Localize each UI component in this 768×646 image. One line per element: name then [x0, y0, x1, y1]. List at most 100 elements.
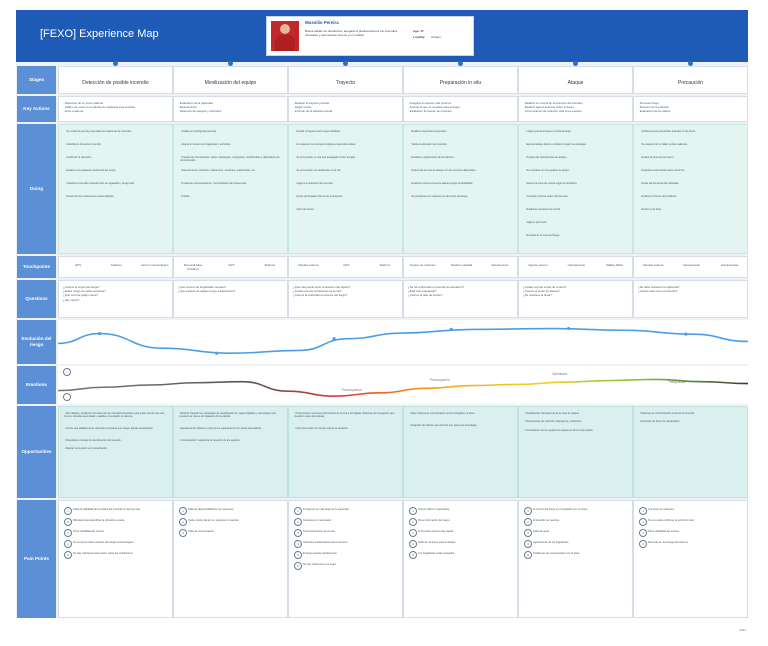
stage-cell: Preparación in situ [403, 66, 518, 94]
key-actions-cell: · Asegurar el espacio más próximo. · Asen… [403, 96, 518, 122]
key-action-item: · Revisión de la extinción. [638, 105, 670, 109]
opportunity-item: · Herramientas de extinción más ligeras … [524, 420, 582, 424]
stage-marker-dot [228, 61, 233, 66]
doing-cell: · Llega a primera línea en contra al fue… [518, 124, 633, 254]
touchpoints-cell: GPS Teléfono Centro meteorológico [58, 256, 173, 278]
pain-point-item: El trayecto es más largo de lo esperado. [303, 507, 350, 511]
touchpoint-item: GPS [228, 263, 235, 267]
row-label-emotions: Emotions [17, 366, 56, 404]
question-item: ¿Hay viento? [63, 297, 80, 302]
doing-item: · Asigna el número de brigadistas y vehí… [180, 143, 231, 146]
opportunities-cell: · Visualización transparente de la zona … [518, 406, 633, 498]
pain-points-cell: 1 El trayecto es más largo de lo esperado… [288, 500, 403, 618]
doing-item: · Se encuentran con obstáculos en la vía… [295, 169, 342, 172]
doing-item: · Se asegura de no haber puntos caliente… [640, 143, 688, 146]
opportunity-item: · Coordinación de los equipos de ataque … [524, 428, 594, 432]
touchpoint-item: Personal base (briefing) [183, 263, 203, 271]
row-label-stages: Stages [17, 66, 56, 94]
pain-point-item: Falta de fiabilidad de los datos del inc… [73, 507, 141, 511]
question-item: ¿Cuáles son las zonas de control? [523, 285, 566, 289]
doing-cell: · Decidir el trayecto para mayor facilid… [288, 124, 403, 254]
stage-cell: Ataque [518, 66, 633, 94]
touchpoints-cell: Personal base (briefing) GPS Teléfono [173, 256, 288, 278]
pain-point-item: Los focos se reactivan. [648, 507, 675, 511]
stage-name: Trayecto [335, 80, 356, 86]
doing-item: · Se posiciona con respecto a la direcci… [410, 195, 468, 198]
key-action-item: · Realizar el trayecto previsto. [293, 101, 330, 105]
pain-point-item: Falta de disponibilidad de los camiones. [188, 507, 234, 511]
emotion-curve-line [58, 378, 748, 398]
pain-point-number: 2 [64, 518, 72, 526]
pain-point-number: 3 [64, 529, 72, 537]
stage-marker-dot [113, 61, 118, 66]
key-action-item: · Equipamiento. [178, 105, 198, 109]
pain-point-number: 4 [294, 540, 302, 548]
pain-point-number: 3 [179, 529, 187, 537]
touchpoint-item: Campamento [490, 263, 509, 267]
stage-marker-dot [343, 61, 348, 66]
pain-point-item: Demoras en la entrega del informe. [648, 540, 689, 544]
opportunities-cell: · Proporcionar una buena información de … [288, 406, 403, 498]
doing-cell: · Analiza su briefing del personal. · Asi… [173, 124, 288, 254]
touchpoint-item: Teléfono [264, 263, 276, 267]
question-item: ¿Se debe mantener la vigilancia? [638, 285, 680, 289]
risk-curve-marker [684, 332, 688, 336]
key-action-item: · Establecer formación de extinción. [408, 109, 453, 113]
pain-point-item: No hay cobertura en el lugar. [303, 562, 337, 566]
doing-cell: · Realiza una primera inspección. · Valor… [403, 124, 518, 254]
touchpoint-item: Teléfono [110, 263, 122, 267]
questions-cell: ¿Qué ruta puede tener el acceso más rápi… [288, 280, 403, 318]
touchpoint-item: GPS [74, 263, 82, 267]
doing-item: · Ejecuta ataque directo o indirecto seg… [525, 143, 587, 146]
pain-point-number: 3 [639, 529, 647, 537]
doing-item: · Clasifica el incendio ubicando tipo de… [65, 182, 135, 185]
pain-point-item: Agotamiento de los brigadistas. [533, 540, 570, 544]
persona-age-label: Age: 47 [413, 29, 424, 33]
doing-item: · Se encuentran en una ruta despejada ru… [295, 156, 356, 159]
stage-name: Precaución [677, 80, 703, 86]
key-action-item: · Llegar al sitio. [293, 105, 312, 109]
pain-point-item: El incendio avanza más rápido. [418, 529, 455, 533]
doing-item: · Identifica la formación incendio. [65, 143, 102, 146]
emotion-label-4: Tranquilidad [668, 380, 686, 384]
touchpoint-item: Cámara externa [642, 263, 664, 267]
pain-point-number: 2 [179, 518, 187, 526]
pain-point-number: 1 [524, 507, 532, 515]
questions-cell: ¿Cuál es el origen del fuego? ¿Existe rie… [58, 280, 173, 318]
key-actions-cell: · Realizar el trayecto previsto. · Llegar… [288, 96, 403, 122]
risk-curve-marker [567, 326, 571, 331]
doing-item: · Selecciona los vehículos: todoterreno,… [180, 169, 256, 172]
doing-item: · En situación de emergencia planea ruta… [295, 143, 357, 146]
stage-name: Preparación in situ [439, 80, 482, 86]
opportunities-cell: · Mejor sistema de comunicación entre la… [403, 406, 518, 498]
doing-item: · Determina la zona de ataque con los re… [410, 169, 477, 172]
question-item: ¿Se mantiene la línea? [523, 293, 552, 298]
key-action-item: · Comunicación de extinción total a los … [523, 109, 583, 113]
question-item: ¿Se ha confirmado el incendio de actuaci… [408, 285, 464, 289]
stage-marker-dot [573, 61, 578, 66]
doing-item: · Realiza una evaluación preliminar del … [65, 169, 117, 172]
pain-points-cell: 1 Terreno difícil o inaccesible. 2 Poca inf… [403, 500, 518, 618]
row-label-doing: Doing [17, 124, 56, 254]
key-action-item: · Realizar ligeros avances sobre el fueg… [523, 105, 575, 109]
pain-point-number: 3 [524, 529, 532, 537]
doing-item: · Partida. [180, 195, 191, 198]
doing-item: · El jefe del brigada informa de la situ… [295, 195, 343, 198]
opportunity-item: · Mejorar la precisión en la localizació… [64, 447, 108, 451]
opportunity-item: · Comunicación: Garantizar la conexión d… [179, 439, 241, 442]
pain-point-item: Poca información del fuego. [418, 518, 451, 522]
persona-description: Busca saldar los obstáculos; apegado a p… [305, 29, 398, 38]
question-item: ¿Está todo preparado? [408, 289, 437, 294]
pain-point-number: 2 [524, 518, 532, 526]
pain-point-number: 4 [409, 540, 417, 548]
stage-name: Movilización del equipo [204, 80, 257, 86]
doing-item: · Realiza la primera línea de ataque seg… [410, 182, 473, 185]
questions-cell: ¿Se ha confirmado el incendio de actuaci… [403, 280, 518, 318]
doing-item: · Evalúa la zona del perímetro. [640, 156, 675, 159]
key-action-item: · Calibro de ocelo en la cámara de vigil… [63, 105, 136, 109]
page-title: [FEXO] Experience Map [40, 28, 159, 40]
persona-name: Mussilio Pereira [305, 20, 339, 25]
doing-item: · Prepara las herramientas de ataque. [525, 156, 568, 159]
doing-item: · Revisión de la zona del fuego. [525, 234, 561, 237]
emotion-label-2: Preocupación [430, 378, 450, 382]
